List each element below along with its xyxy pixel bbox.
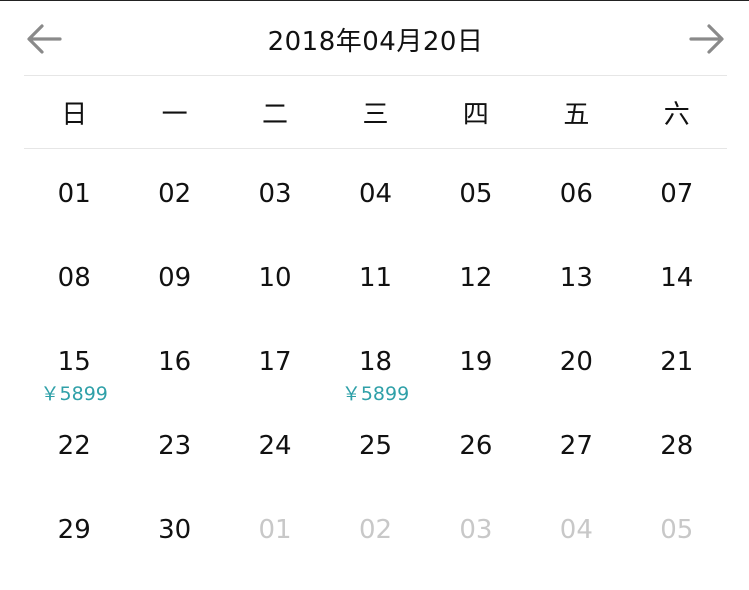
day-number: 16 xyxy=(158,347,192,377)
day-cell-next-month[interactable]: 01 xyxy=(225,487,325,571)
day-cell[interactable]: 29 xyxy=(24,487,124,571)
day-number: 22 xyxy=(57,431,91,461)
weekday-label: 五 xyxy=(563,99,590,130)
day-number: 02 xyxy=(358,515,393,545)
day-cell[interactable]: 06 xyxy=(526,151,626,235)
day-number: 23 xyxy=(158,431,192,461)
weekday-label: 六 xyxy=(663,99,690,130)
day-number: 18 xyxy=(358,347,393,377)
arrow-left-icon xyxy=(27,24,62,54)
day-number: 01 xyxy=(258,515,292,545)
day-cell[interactable]: 27 xyxy=(526,403,626,487)
day-number: 27 xyxy=(559,431,593,461)
day-number: 06 xyxy=(559,179,593,209)
day-cell[interactable]: 02 xyxy=(124,151,224,235)
day-number: 08 xyxy=(57,263,91,293)
day-number: 21 xyxy=(660,347,694,377)
day-price: ￥5899 xyxy=(341,383,410,405)
day-cell[interactable]: 15 ￥5899 xyxy=(24,319,124,405)
day-number: 02 xyxy=(158,179,192,209)
day-number: 12 xyxy=(459,263,493,293)
day-cell-next-month[interactable]: 02 xyxy=(325,487,425,571)
day-number: 15 xyxy=(57,347,91,377)
weekday-label: 二 xyxy=(262,99,289,130)
day-cell[interactable]: 04 xyxy=(325,151,425,235)
prev-month-button[interactable] xyxy=(24,19,64,59)
day-number: 29 xyxy=(57,515,91,545)
day-cell[interactable]: 07 xyxy=(627,151,727,235)
day-number: 14 xyxy=(660,263,694,293)
day-number: 28 xyxy=(660,431,694,461)
day-cell[interactable]: 05 xyxy=(426,151,526,235)
next-month-button[interactable] xyxy=(687,19,727,59)
day-cell[interactable]: 10 xyxy=(225,235,325,319)
day-number: 19 xyxy=(459,347,493,377)
day-cell[interactable]: 24 xyxy=(225,403,325,487)
day-number: 30 xyxy=(158,515,192,545)
day-number: 03 xyxy=(258,179,292,209)
day-cell-next-month[interactable]: 05 xyxy=(627,487,727,571)
day-number: 25 xyxy=(358,431,393,461)
day-number: 09 xyxy=(158,263,192,293)
day-cell-next-month[interactable]: 04 xyxy=(526,487,626,571)
day-price: ￥5899 xyxy=(40,383,108,405)
day-cell[interactable]: 28 xyxy=(627,403,727,487)
day-cell[interactable]: 16 xyxy=(124,319,224,403)
day-number: 03 xyxy=(459,515,493,545)
day-cell[interactable]: 14 xyxy=(627,235,727,319)
day-number: 13 xyxy=(559,263,593,293)
day-number: 05 xyxy=(660,515,694,545)
day-number: 07 xyxy=(660,179,694,209)
day-number: 05 xyxy=(459,179,493,209)
day-cell[interactable]: 26 xyxy=(426,403,526,487)
weekday-header-row: 日一二三四五六 xyxy=(24,76,727,149)
calendar-header: 2018年04月20日 xyxy=(24,1,727,76)
day-cell[interactable]: 18 ￥5899 xyxy=(325,319,425,405)
day-number: 17 xyxy=(258,347,292,377)
arrow-right-icon xyxy=(689,24,724,54)
day-cell[interactable]: 17 xyxy=(225,319,325,403)
day-cell[interactable]: 30 xyxy=(124,487,224,571)
day-cell[interactable]: 09 xyxy=(124,235,224,319)
day-cell-next-month[interactable]: 03 xyxy=(426,487,526,571)
day-number: 04 xyxy=(559,515,593,545)
day-number: 10 xyxy=(258,263,292,293)
weekday-label: 三 xyxy=(362,99,389,130)
day-cell[interactable]: 19 xyxy=(426,319,526,403)
day-cell[interactable]: 12 xyxy=(426,235,526,319)
day-cell[interactable]: 23 xyxy=(124,403,224,487)
weekday-label: 一 xyxy=(161,99,188,130)
calendar-title: 2018年04月20日 xyxy=(267,27,484,57)
weekday-label: 日 xyxy=(61,99,88,130)
day-number: 01 xyxy=(57,179,91,209)
day-grid: 01 02 03 04 05 06 07 08 09 10 11 12 13 14 15 ￥5899 16 17 1… xyxy=(24,151,727,571)
weekday-label: 四 xyxy=(462,99,489,130)
day-cell[interactable]: 20 xyxy=(526,319,626,403)
day-cell[interactable]: 03 xyxy=(225,151,325,235)
day-cell[interactable]: 08 xyxy=(24,235,124,319)
day-cell[interactable]: 13 xyxy=(526,235,626,319)
day-cell[interactable]: 25 xyxy=(325,403,425,487)
day-number: 20 xyxy=(559,347,593,377)
day-number: 11 xyxy=(358,263,393,293)
day-cell[interactable]: 11 xyxy=(325,235,425,319)
day-number: 24 xyxy=(258,431,292,461)
day-number: 04 xyxy=(358,179,393,209)
day-cell[interactable]: 01 xyxy=(24,151,124,235)
day-number: 26 xyxy=(459,431,493,461)
day-cell[interactable]: 21 xyxy=(627,319,727,403)
day-cell[interactable]: 22 xyxy=(24,403,124,487)
